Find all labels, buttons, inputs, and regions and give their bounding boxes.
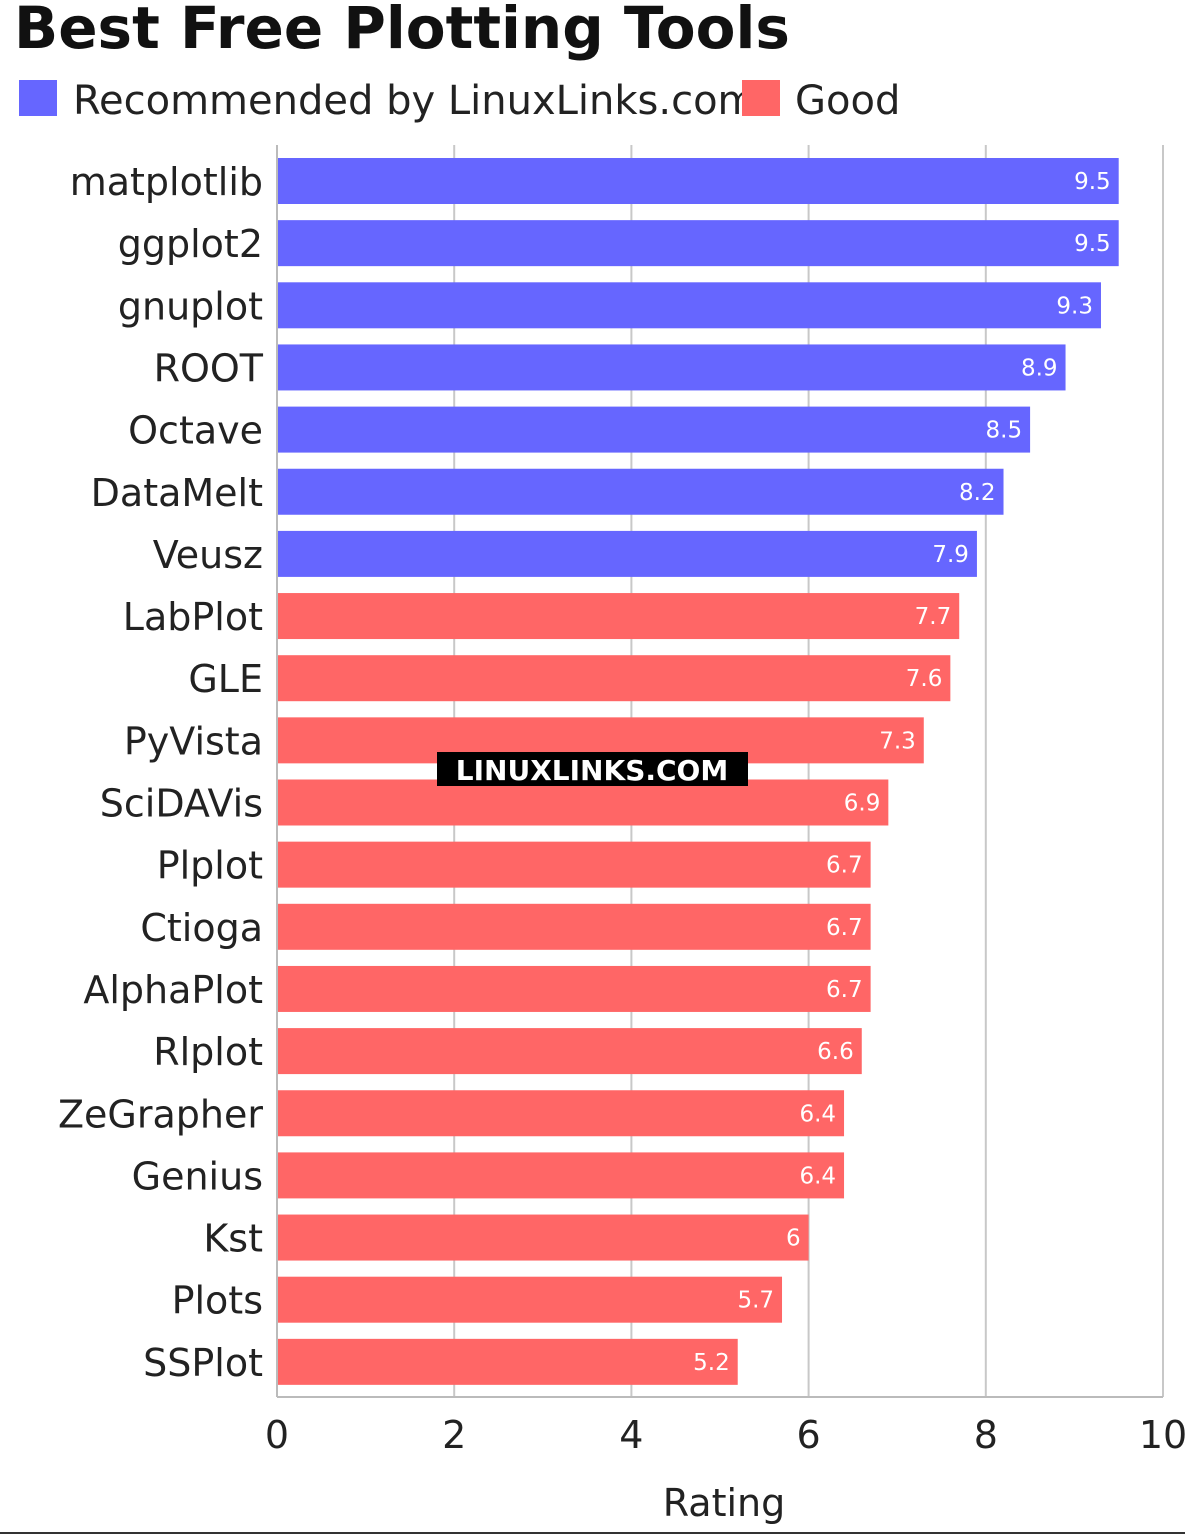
value-label: 7.9 [932,542,969,568]
x-tick-label: 8 [974,1413,998,1457]
bars: 9.5 9.5 9.3 8.9 8.5 8.2 7.9 7.7 7.6 7.3 6.9 6.7 6.7 6… [277,158,1119,1385]
category-label: GLE [188,657,263,701]
x-axis-title: Rating [663,1481,786,1525]
legend-swatch-good [742,80,780,116]
value-label: 9.5 [1074,169,1111,195]
value-label: 8.9 [1021,355,1058,381]
category-label: SSPlot [143,1341,263,1385]
category-label: PyVista [124,719,263,763]
category-label: DataMelt [91,471,263,515]
category-label: gnuplot [118,284,263,328]
value-label: 8.2 [959,480,996,506]
category-label: Plots [172,1279,263,1323]
x-tick-label: 6 [797,1413,821,1457]
value-label: 6.4 [799,1163,836,1189]
legend: Recommended by LinuxLinks.com Good [19,78,900,124]
bar-labplot [277,593,960,640]
bar-zegrapher [277,1090,845,1137]
category-label: Rlplot [153,1030,263,1074]
bar-gnuplot [277,282,1101,329]
bar-rlplot [277,1028,862,1075]
bar-octave [277,406,1031,453]
value-label: 6.6 [817,1039,854,1065]
value-label: 7.3 [879,728,916,754]
bar-genius [277,1152,845,1199]
value-label: 8.5 [986,418,1023,444]
bar-ggplot2 [277,220,1119,267]
bar-kst [277,1214,809,1261]
x-tick-label: 4 [619,1413,643,1457]
value-label: 6.7 [826,853,863,879]
value-label: 7.6 [906,666,943,692]
bar-scidavis [277,779,889,826]
bar-ctioga [277,903,871,950]
legend-label-good: Good [795,78,900,124]
x-tick-label: 10 [1139,1413,1185,1457]
value-label: 9.3 [1056,293,1093,319]
bar-datamelt [277,468,1004,515]
category-label: ZeGrapher [58,1092,263,1136]
category-label: Kst [203,1217,263,1261]
value-label: 6.9 [844,791,881,817]
value-label: 6 [786,1226,801,1252]
value-label: 7.7 [915,604,952,630]
value-label: 5.2 [693,1350,730,1376]
value-label: 6.7 [826,915,863,941]
category-label: Genius [132,1154,263,1198]
watermark-background [437,752,748,786]
bar-root [277,344,1066,391]
value-label: 5.7 [737,1288,774,1314]
category-label: ROOT [154,346,264,390]
x-tick-label: 0 [265,1413,289,1457]
category-label: LabPlot [123,595,263,639]
value-label: 9.5 [1074,231,1111,257]
axes: 0 2 4 6 8 10 matplotlib ggplot2 gnuplot ROOT Octav… [0,145,1185,1534]
watermark: LINUXLINKS.COM [437,752,748,787]
bar-plplot [277,841,871,888]
bar-veusz [277,530,977,577]
bar-plots [277,1276,783,1323]
legend-label-recommended: Recommended by LinuxLinks.com [73,78,757,124]
legend-swatch-recommended [19,80,57,116]
bar-alphaplot [277,965,871,1012]
category-label: Ctioga [140,906,263,950]
category-label: matplotlib [70,160,263,204]
category-label: ggplot2 [118,222,263,266]
value-label: 6.4 [799,1101,836,1127]
category-label: SciDAVis [100,782,263,826]
chart-title: Best Free Plotting Tools [14,0,790,62]
category-label: AlphaPlot [83,968,263,1012]
bar-matplotlib [277,158,1119,204]
watermark-text: LINUXLINKS.COM [456,754,728,787]
category-label: Plplot [157,844,263,888]
value-label: 6.7 [826,977,863,1003]
category-label: Veusz [153,533,263,577]
bar-ssplot [277,1338,738,1385]
category-label: Octave [128,409,263,453]
bar-gle [277,655,951,702]
x-tick-label: 2 [442,1413,466,1457]
